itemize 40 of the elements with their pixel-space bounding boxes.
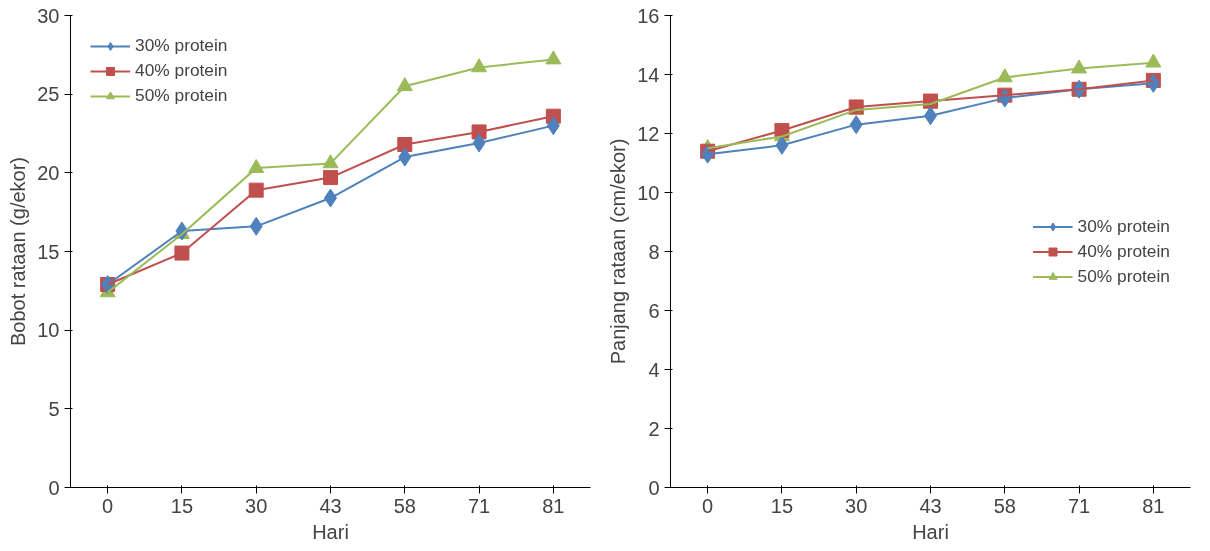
x-tick-label: 58	[393, 494, 416, 517]
y-tick-label: 15	[37, 240, 60, 263]
y-tick-label: 25	[37, 83, 60, 106]
x-tick-label: 71	[467, 494, 491, 517]
x-axis-title: Hari	[312, 520, 349, 543]
x-tick-label: 30	[845, 494, 868, 517]
y-tick-label: 16	[637, 4, 660, 27]
y-tick-label: 20	[37, 161, 60, 184]
y-tick-label: 30	[37, 4, 60, 27]
y-tick-label: 10	[637, 181, 660, 204]
legend-label: 50% protein	[135, 85, 228, 106]
y-tick-label: 4	[648, 358, 660, 381]
legend-label: 50% protein	[1077, 265, 1170, 287]
x-tick-label: 0	[702, 494, 714, 517]
x-tick-label: 43	[319, 494, 342, 517]
legend-label: 40% protein	[135, 60, 228, 81]
legend-label: 30% protein	[1077, 215, 1170, 237]
y-tick-label: 12	[637, 122, 660, 145]
y-tick-label: 14	[637, 63, 660, 86]
x-tick-label: 30	[245, 494, 268, 517]
y-tick-label: 10	[37, 319, 60, 342]
x-axis-title: Hari	[912, 520, 949, 543]
y-tick-label: 0	[48, 476, 60, 499]
x-tick-label: 81	[542, 494, 565, 517]
y-tick-label: 8	[648, 240, 660, 263]
x-tick-label: 58	[993, 494, 1016, 517]
x-tick-label: 71	[1067, 494, 1091, 517]
y-axis-title: Bobot rataan (g/ekor)	[7, 157, 30, 346]
y-tick-label: 2	[648, 417, 660, 440]
y-tick-label: 0	[648, 476, 660, 499]
x-tick-label: 43	[919, 494, 942, 517]
legend-label: 40% protein	[1077, 240, 1170, 262]
y-tick-label: 5	[48, 397, 60, 420]
x-tick-label: 81	[1142, 494, 1165, 517]
x-tick-label: 0	[102, 494, 114, 517]
y-tick-label: 6	[648, 299, 660, 322]
legend-label: 30% protein	[135, 35, 228, 56]
y-axis-title: Panjang rataan (cm/ekor)	[607, 138, 630, 365]
x-tick-label: 15	[170, 494, 194, 517]
x-tick-label: 15	[770, 494, 794, 517]
